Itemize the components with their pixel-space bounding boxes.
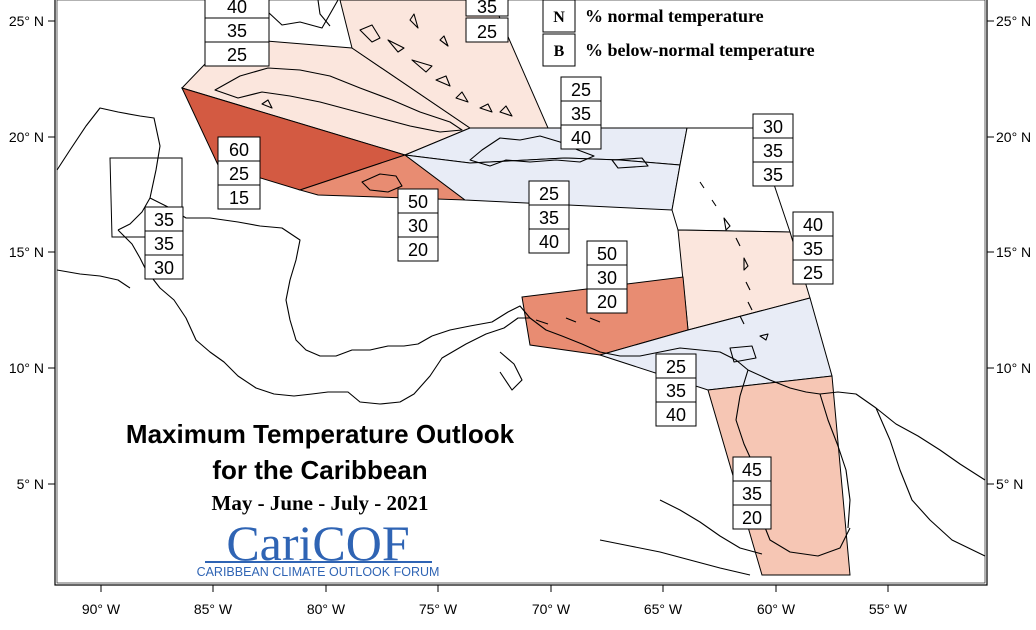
forecast-zones bbox=[109, 0, 851, 576]
jamaica-above: 50 bbox=[408, 192, 428, 212]
cuba-below: 15 bbox=[229, 188, 249, 208]
probability-boxes: 40 35 25 35 25 60 25 15 50 30 20 bbox=[144, 0, 834, 530]
lat-tick-25-left: 25° N bbox=[9, 13, 44, 29]
hispaniola-south-below: 40 bbox=[539, 232, 559, 252]
legend-n-label: % normal temperature bbox=[585, 6, 764, 26]
cuba-above: 60 bbox=[229, 140, 249, 160]
belize-normal: 35 bbox=[154, 234, 174, 254]
legend-n-box bbox=[542, 0, 576, 33]
prob-box-bahamas: 35 25 bbox=[465, 0, 509, 43]
lat-tick-25-right: 25° N bbox=[996, 13, 1031, 29]
lat-tick-5-left: 5° N bbox=[17, 476, 44, 492]
jamaica-normal: 30 bbox=[408, 216, 428, 236]
lon-tick-65: 65° W bbox=[644, 601, 683, 617]
leewards-below: 35 bbox=[763, 165, 783, 185]
trinidad-above: 25 bbox=[666, 357, 686, 377]
florida-normal: 35 bbox=[227, 21, 247, 41]
prob-box-florida: 40 35 25 bbox=[204, 0, 270, 67]
abc-below: 20 bbox=[597, 292, 617, 312]
cuba-normal: 25 bbox=[229, 164, 249, 184]
bahamas-below: 25 bbox=[477, 22, 497, 42]
hispaniola-south-normal: 35 bbox=[539, 208, 559, 228]
prob-box-guianas: 45 35 20 bbox=[732, 456, 772, 530]
lat-axis: 25° N 20° N 15° N 10° N 5° N 25° N 20° N… bbox=[9, 13, 1031, 492]
prob-box-belize: 35 35 30 bbox=[144, 206, 184, 280]
belize-below: 30 bbox=[154, 258, 174, 278]
hispaniola-normal: 35 bbox=[571, 104, 591, 124]
prob-box-windwards: 40 35 25 bbox=[792, 211, 834, 285]
title-line-2: for the Caribbean bbox=[212, 455, 427, 485]
legend-b-key: B bbox=[554, 43, 565, 60]
guianas-normal: 35 bbox=[742, 484, 762, 504]
abc-above: 50 bbox=[597, 244, 617, 264]
prob-box-cuba: 60 25 15 bbox=[217, 136, 261, 210]
lat-tick-10-left: 10° N bbox=[9, 360, 44, 376]
prob-box-hispaniola-south: 25 35 40 bbox=[528, 180, 570, 254]
lat-tick-5-right: 5° N bbox=[996, 476, 1023, 492]
prob-box-hispaniola: 25 35 40 bbox=[560, 76, 602, 150]
guianas-above: 45 bbox=[742, 460, 762, 480]
hispaniola-south-above: 25 bbox=[539, 184, 559, 204]
logo-subtitle: CARIBBEAN CLIMATE OUTLOOK FORUM bbox=[197, 565, 440, 579]
title-line-1: Maximum Temperature Outlook bbox=[126, 419, 515, 449]
lon-tick-80: 80° W bbox=[307, 601, 346, 617]
lat-tick-20-left: 20° N bbox=[9, 129, 44, 145]
belize-above: 35 bbox=[154, 210, 174, 230]
florida-below: 25 bbox=[227, 45, 247, 65]
windwards-normal: 35 bbox=[803, 239, 823, 259]
lat-tick-20-right: 20° N bbox=[996, 129, 1031, 145]
florida-above: 40 bbox=[227, 0, 247, 17]
prob-box-leewards: 30 35 35 bbox=[752, 113, 794, 187]
coastlines bbox=[56, 0, 986, 576]
bahamas-normal: 35 bbox=[477, 0, 497, 17]
lon-tick-75: 75° W bbox=[419, 601, 458, 617]
legend: N % normal temperature B % below-normal … bbox=[542, 0, 815, 67]
windwards-above: 40 bbox=[803, 215, 823, 235]
lon-tick-70: 70° W bbox=[532, 601, 571, 617]
lon-axis: 90° W 85° W 80° W 75° W 70° W 65° W 60° … bbox=[82, 585, 908, 617]
caricof-logo: CariCOF CARIBBEAN CLIMATE OUTLOOK FORUM bbox=[197, 515, 440, 579]
lon-tick-55: 55° W bbox=[869, 601, 908, 617]
lon-tick-60: 60° W bbox=[757, 601, 796, 617]
trinidad-normal: 35 bbox=[666, 381, 686, 401]
inner-frame bbox=[56, 0, 986, 584]
guianas-below: 20 bbox=[742, 508, 762, 528]
legend-n-key: N bbox=[553, 9, 565, 26]
map-title: Maximum Temperature Outlook for the Cari… bbox=[126, 419, 515, 515]
lon-tick-90: 90° W bbox=[82, 601, 121, 617]
legend-b-box bbox=[542, 33, 576, 67]
hispaniola-above: 25 bbox=[571, 80, 591, 100]
prob-box-trinidad: 25 35 40 bbox=[655, 353, 697, 427]
trinidad-below: 40 bbox=[666, 405, 686, 425]
prob-box-abc: 50 30 20 bbox=[586, 240, 628, 314]
leewards-normal: 35 bbox=[763, 141, 783, 161]
leewards-above: 30 bbox=[763, 117, 783, 137]
windwards-below: 25 bbox=[803, 263, 823, 283]
lat-tick-15-right: 15° N bbox=[996, 244, 1031, 260]
abc-normal: 30 bbox=[597, 268, 617, 288]
jamaica-below: 20 bbox=[408, 240, 428, 260]
lat-tick-10-right: 10° N bbox=[996, 360, 1031, 376]
lon-tick-85: 85° W bbox=[194, 601, 233, 617]
hispaniola-below: 40 bbox=[571, 128, 591, 148]
title-period: May - June - July - 2021 bbox=[212, 491, 429, 515]
lat-tick-15-left: 15° N bbox=[9, 244, 44, 260]
prob-box-jamaica: 50 30 20 bbox=[397, 188, 439, 262]
legend-b-label: % below-normal temperature bbox=[585, 40, 815, 60]
